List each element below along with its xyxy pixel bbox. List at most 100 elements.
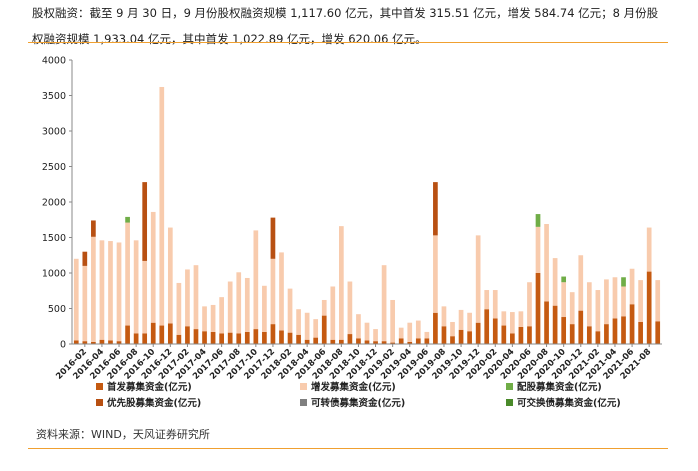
bar-segment-series-1 (202, 306, 207, 332)
bar-segment-series-0 (569, 324, 575, 344)
bar-segment-series-1 (595, 290, 601, 332)
bar-segment-series-0 (227, 332, 233, 344)
bar-segment-series-1 (236, 272, 242, 334)
bar-series (73, 86, 661, 344)
bar-segment-series-0 (133, 333, 139, 344)
bar-segment-series-0 (655, 321, 661, 344)
bar-segment-series-0 (159, 325, 165, 344)
bar-segment-series-1 (356, 314, 361, 339)
legend-label: 优先股募集资金(亿元) (107, 397, 201, 409)
bar-segment-series-1 (279, 252, 284, 331)
bar-segment-series-0 (381, 341, 387, 344)
bar-segment-series-0 (287, 332, 293, 344)
bar-segment-series-1 (193, 265, 199, 330)
legend-swatch (300, 383, 307, 390)
bar-segment-series-1 (150, 211, 156, 323)
bar-segment-series-1 (219, 297, 224, 334)
bar-segment-series-3 (270, 217, 276, 259)
bar-segment-series-0 (638, 321, 643, 344)
bar-segment-series-1 (304, 312, 310, 340)
bar-segment-series-1 (287, 288, 293, 333)
bar-segment-series-0 (629, 304, 635, 344)
bar-segment-series-0 (253, 329, 259, 344)
bar-segment-series-1 (450, 321, 455, 337)
bar-segment-series-0 (330, 339, 336, 344)
bar-segment-series-1 (270, 258, 276, 325)
bar-segment-series-0 (167, 323, 173, 344)
bar-segment-series-0 (313, 337, 319, 344)
bar-segment-series-0 (185, 326, 190, 344)
bar-segment-series-0 (279, 330, 284, 344)
bar-segment-series-0 (578, 310, 584, 344)
bar-segment-series-1 (458, 309, 464, 330)
bar-segment-series-0 (518, 326, 524, 344)
bar-segment-series-0 (176, 334, 182, 344)
bar-segment-series-1 (339, 226, 344, 340)
bar-segment-series-0 (424, 338, 430, 344)
bar-segment-series-1 (612, 277, 618, 319)
y-tick-label: 3500 (42, 91, 66, 102)
bar-segment-series-1 (510, 312, 515, 334)
bar-segment-series-3 (91, 220, 96, 237)
bar-segment-series-1 (73, 258, 79, 341)
legend-label: 增发募集资金(亿元) (311, 381, 396, 393)
bar-segment-series-0 (492, 318, 498, 344)
bar-segment-series-0 (390, 342, 395, 344)
bar-segment-series-0 (646, 271, 652, 344)
legend: 首发募集资金(亿元) 增发募集资金(亿元) 配股募集资金(亿元) 优先股募集资金(亿元… (96, 381, 621, 409)
bar-segment-series-1 (364, 322, 370, 341)
bar-segment-series-0 (373, 341, 378, 344)
bar-segment-series-1 (586, 282, 592, 327)
x-axis: 2016-022016-042016-062016-082016-102016-… (54, 343, 662, 382)
bar-segment-series-0 (484, 309, 490, 344)
bar-segment-series-1 (646, 227, 652, 272)
bar-segment-series-0 (236, 333, 242, 344)
bar-segment-series-0 (612, 318, 618, 344)
bar-segment-series-1 (629, 268, 635, 305)
legend-label: 可交换债募集资金(亿元) (517, 397, 621, 409)
source-note: 资料来源：WIND，天风证券研究所 (36, 428, 210, 441)
bar-segment-series-0 (450, 336, 455, 344)
bar-segment-series-0 (356, 338, 361, 344)
y-tick-label: 1500 (42, 233, 66, 244)
bar-segment-series-0 (621, 316, 626, 344)
bar-segment-series-0 (193, 329, 199, 344)
bar-segment-series-0 (91, 341, 96, 344)
bar-segment-series-0 (433, 312, 438, 344)
bar-segment-series-1 (535, 226, 541, 273)
legend-label: 配股募集资金(亿元) (517, 381, 602, 393)
y-axis: 0 500 1000 1500 2000 2500 3000 3500 4000 (42, 56, 73, 351)
bar-segment-series-0 (552, 305, 558, 344)
bar-segment-series-0 (296, 334, 301, 344)
bar-segment-series-2 (621, 277, 626, 287)
bar-segment-series-0 (150, 322, 156, 344)
bar-segment-series-0 (586, 326, 592, 344)
y-tick-label: 2000 (42, 198, 66, 209)
bar-segment-series-1 (475, 235, 481, 323)
footer-divider (28, 448, 668, 449)
bar-segment-series-0 (407, 341, 413, 344)
bar-segment-series-2 (535, 214, 541, 227)
bar-segment-series-1 (527, 282, 532, 327)
bar-segment-series-1 (561, 282, 567, 318)
bar-segment-series-1 (621, 286, 626, 317)
bar-segment-series-1 (415, 320, 421, 339)
bar-segment-series-0 (544, 301, 549, 344)
bar-segment-series-1 (116, 242, 122, 342)
bar-segment-series-1 (433, 235, 438, 313)
bar-segment-series-0 (347, 334, 353, 344)
bar-segment-series-1 (552, 258, 558, 306)
bar-segment-series-1 (244, 277, 250, 332)
bar-segment-series-3 (433, 182, 438, 236)
bar-segment-series-0 (458, 329, 464, 344)
bar-segment-series-0 (467, 331, 472, 344)
legend-swatch (506, 399, 513, 406)
bar-segment-series-1 (210, 304, 216, 332)
bar-segment-series-0 (321, 315, 327, 344)
bar-segment-series-0 (244, 331, 250, 344)
bar-segment-series-1 (99, 240, 105, 340)
bar-segment-series-1 (133, 240, 139, 334)
bar-segment-series-0 (475, 322, 481, 344)
bar-segment-series-1 (176, 282, 182, 335)
bar-segment-series-0 (364, 340, 370, 344)
